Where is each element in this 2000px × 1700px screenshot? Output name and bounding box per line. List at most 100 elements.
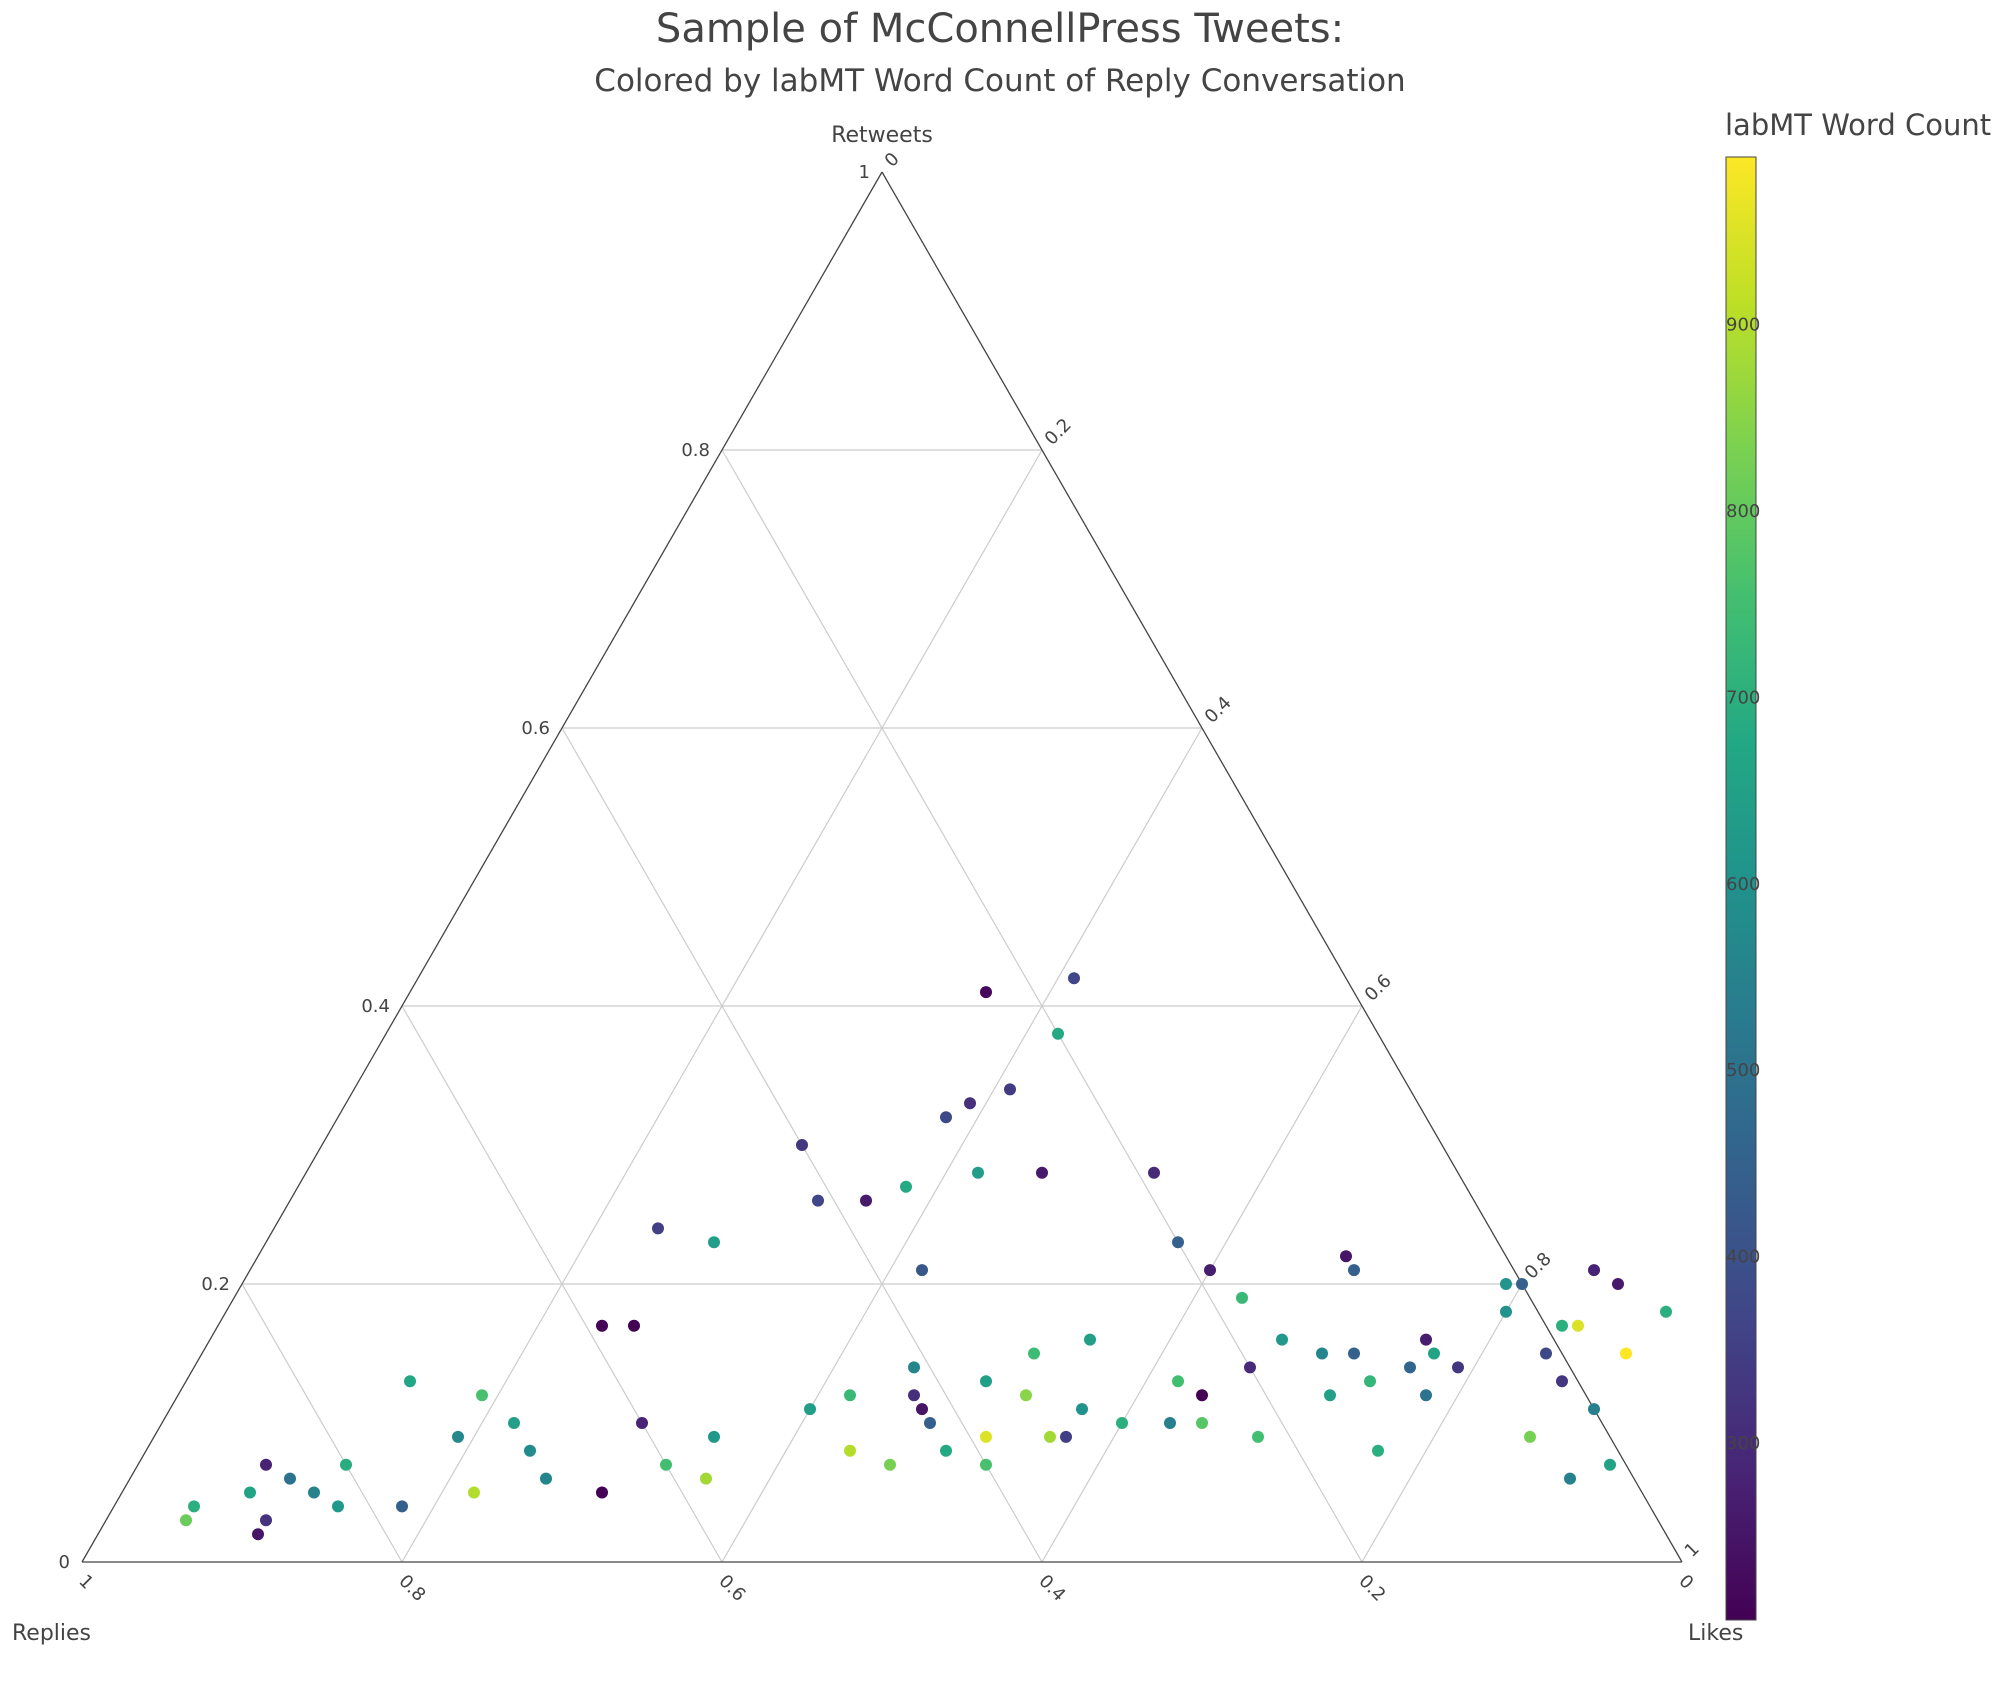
data-point [908, 1389, 920, 1402]
colorbar-tick-label: 300 [1726, 1433, 1760, 1454]
data-point [940, 1111, 952, 1124]
data-point [1324, 1389, 1336, 1402]
data-point [1604, 1458, 1616, 1471]
data-point [884, 1458, 896, 1471]
data-point [980, 986, 992, 999]
data-point [940, 1444, 952, 1457]
data-point [188, 1500, 200, 1513]
data-point [1236, 1291, 1248, 1304]
data-point [260, 1458, 272, 1471]
data-point [1196, 1417, 1208, 1429]
data-point [524, 1444, 536, 1457]
data-point [596, 1319, 608, 1332]
data-point [396, 1500, 408, 1513]
data-point [1148, 1166, 1160, 1179]
gridline-likes [1361, 1283, 1523, 1563]
data-point [1540, 1347, 1552, 1360]
data-point [924, 1417, 936, 1429]
colorbar-title: labMT Word Count [1725, 108, 1991, 142]
data-point [900, 1180, 912, 1193]
data-point [1172, 1236, 1184, 1249]
ternary-frame [81, 171, 1683, 1563]
data-point [284, 1472, 296, 1485]
frame-edge-right [881, 171, 1683, 1563]
data-point [1372, 1444, 1384, 1457]
data-point [652, 1222, 664, 1235]
data-point [1044, 1430, 1056, 1443]
colorbar-tick-label: 600 [1726, 874, 1760, 895]
data-point [1348, 1347, 1360, 1360]
colorbar-tick-label: 400 [1726, 1247, 1760, 1268]
tick-label-retweets: 0.4 [361, 996, 390, 1017]
colorbar-bar [1725, 156, 1757, 1621]
chart-subtitle: Colored by labMT Word Count of Reply Con… [594, 63, 1405, 99]
axis-title-retweets: Retweets [831, 123, 933, 148]
tick-label-replies: 1 [74, 1571, 97, 1594]
data-point [1244, 1361, 1256, 1374]
data-point [708, 1430, 720, 1443]
tick-label-likes: 0.6 [1361, 970, 1396, 1005]
data-point [260, 1514, 272, 1527]
tick-label-likes: 0.2 [1041, 414, 1076, 449]
data-point [1364, 1375, 1376, 1388]
data-point [700, 1472, 712, 1485]
data-point [1348, 1264, 1360, 1277]
data-point [964, 1097, 976, 1110]
gridline-likes [721, 727, 1203, 1563]
data-point [1404, 1361, 1416, 1374]
data-point [180, 1514, 192, 1527]
data-point [1164, 1417, 1176, 1429]
data-point [508, 1417, 520, 1429]
tick-label-likes: 0.4 [1201, 692, 1236, 727]
tick-label-likes: 0.8 [1521, 1248, 1556, 1283]
data-point [1588, 1403, 1600, 1416]
data-point [1660, 1305, 1672, 1318]
data-point [916, 1264, 928, 1277]
data-point [1588, 1264, 1600, 1277]
data-point [1084, 1333, 1096, 1346]
data-point [980, 1375, 992, 1388]
frame-edge-left [81, 171, 883, 1563]
data-point [980, 1458, 992, 1471]
data-point [1572, 1319, 1584, 1332]
data-point [252, 1528, 264, 1541]
tick-label-replies: 0.8 [394, 1571, 429, 1606]
data-point [1004, 1083, 1016, 1096]
tick-label-retweets: 0.2 [201, 1274, 230, 1295]
data-point [540, 1472, 552, 1485]
colorbar-tick-label: 900 [1726, 315, 1760, 336]
colorbar-tick-label: 800 [1726, 501, 1760, 522]
tick-label-likes: 0 [881, 149, 904, 172]
data-point [972, 1166, 984, 1179]
data-point [1020, 1389, 1032, 1402]
data-point [844, 1389, 856, 1402]
tick-label-retweets: 0.6 [521, 718, 550, 739]
tick-label-retweets: 0.8 [681, 440, 710, 461]
colorbar-ticks: 300 400 500 600 700 800 900 [1726, 315, 1760, 1454]
data-point [812, 1194, 824, 1207]
axis-title-likes: Likes [1688, 1621, 1743, 1646]
chart-title: Sample of McConnellPress Tweets: [656, 6, 1344, 52]
tick-label-likes: 1 [1681, 1539, 1704, 1562]
data-point [1556, 1375, 1568, 1388]
data-point [244, 1486, 256, 1499]
data-point [908, 1361, 920, 1374]
data-point [404, 1375, 416, 1388]
tick-label-replies: 0.2 [1354, 1571, 1389, 1606]
data-point [1612, 1278, 1624, 1290]
data-point [804, 1403, 816, 1416]
colorbar: labMT Word Count 300 400 500 600 700 800 900 [1725, 108, 1991, 1621]
data-point [1196, 1389, 1208, 1402]
data-point [708, 1236, 720, 1249]
data-point [1500, 1278, 1512, 1290]
tick-label-replies: 0 [1674, 1571, 1697, 1594]
data-point [468, 1486, 480, 1499]
data-point [596, 1486, 608, 1499]
data-point [1420, 1333, 1432, 1346]
colorbar-tick-label: 700 [1726, 687, 1760, 708]
data-point [1060, 1430, 1072, 1443]
axis-title-replies: Replies [12, 1621, 91, 1646]
data-point [628, 1319, 640, 1332]
data-point [332, 1500, 344, 1513]
